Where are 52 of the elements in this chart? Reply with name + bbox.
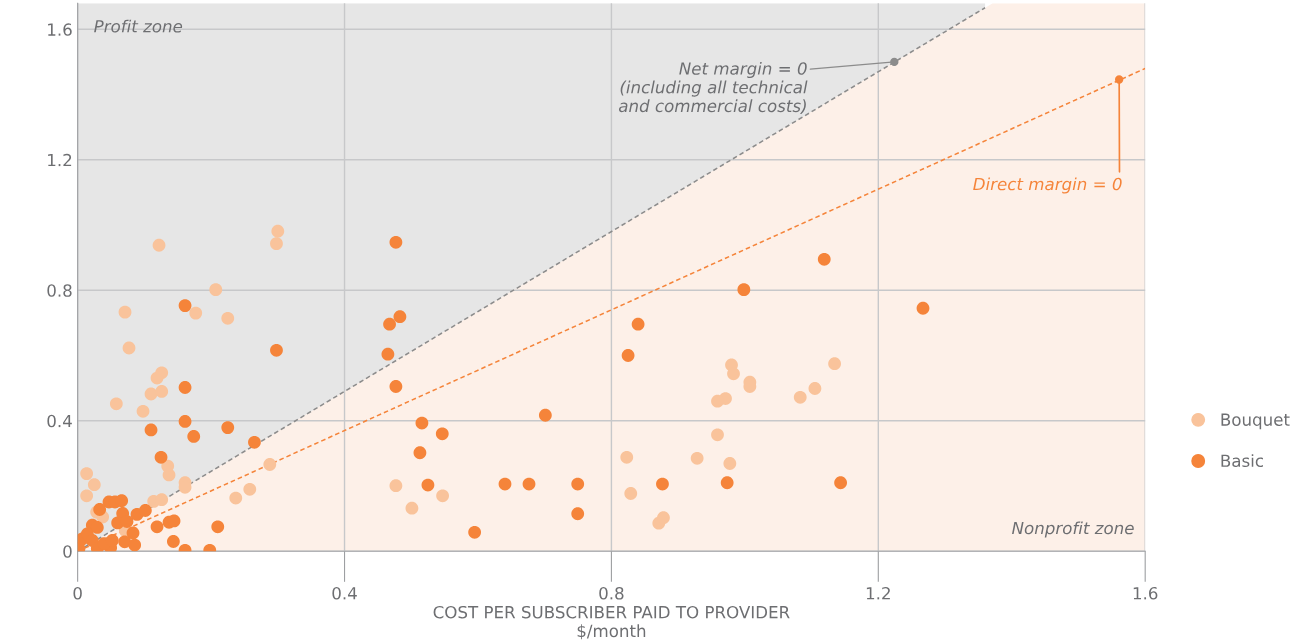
y-tick-label: 1.6 [48,23,72,36]
y-tick-label: 0.8 [47,284,72,297]
point [271,224,285,238]
point [624,487,638,500]
point [243,482,257,496]
point [122,341,136,355]
point [80,467,94,481]
annotation: Net margin = 0 (including all technical and commercial costs) [618,61,808,115]
point [87,478,101,492]
y-tick-label: 0 [63,545,72,558]
point [229,491,243,505]
point [727,367,740,381]
annotation: Profit zone [94,19,183,33]
x-tick-label: 0 [73,586,82,600]
y-tick-label: 1.2 [48,153,72,167]
point [152,238,166,252]
x-axis-title: COST PER SUBSCRIBER PAID TO PROVIDER $/month [433,605,790,640]
point [221,311,235,325]
x-tick-label: 1.6 [1133,586,1158,600]
point [405,501,419,515]
point [808,382,822,395]
legend-label: Basic [1221,454,1263,468]
point [793,390,807,404]
x-tick-label: 0.4 [332,586,357,600]
point [263,458,277,471]
point [144,387,158,401]
y-tick-label: 0.4 [47,414,72,428]
point [657,511,670,525]
point [711,428,724,442]
point [118,305,132,319]
point [189,306,203,320]
annotation: Direct margin = 0 [973,177,1122,194]
point [80,489,94,503]
point [711,394,724,408]
point [162,468,176,482]
point [828,357,841,371]
point [620,450,634,464]
point [270,237,283,251]
point [690,451,704,465]
x-tick-label: 1.2 [866,586,890,600]
point [389,479,403,493]
point [155,385,169,398]
point [209,283,223,297]
annotation: Nonprofit zone [1012,521,1134,538]
point [436,489,450,503]
point [136,404,150,418]
x-tick-label: 0.8 [599,586,624,600]
legend-label: Bouquet [1221,413,1290,430]
point [723,457,737,470]
point [155,493,169,507]
point [109,397,123,411]
point [150,371,164,385]
